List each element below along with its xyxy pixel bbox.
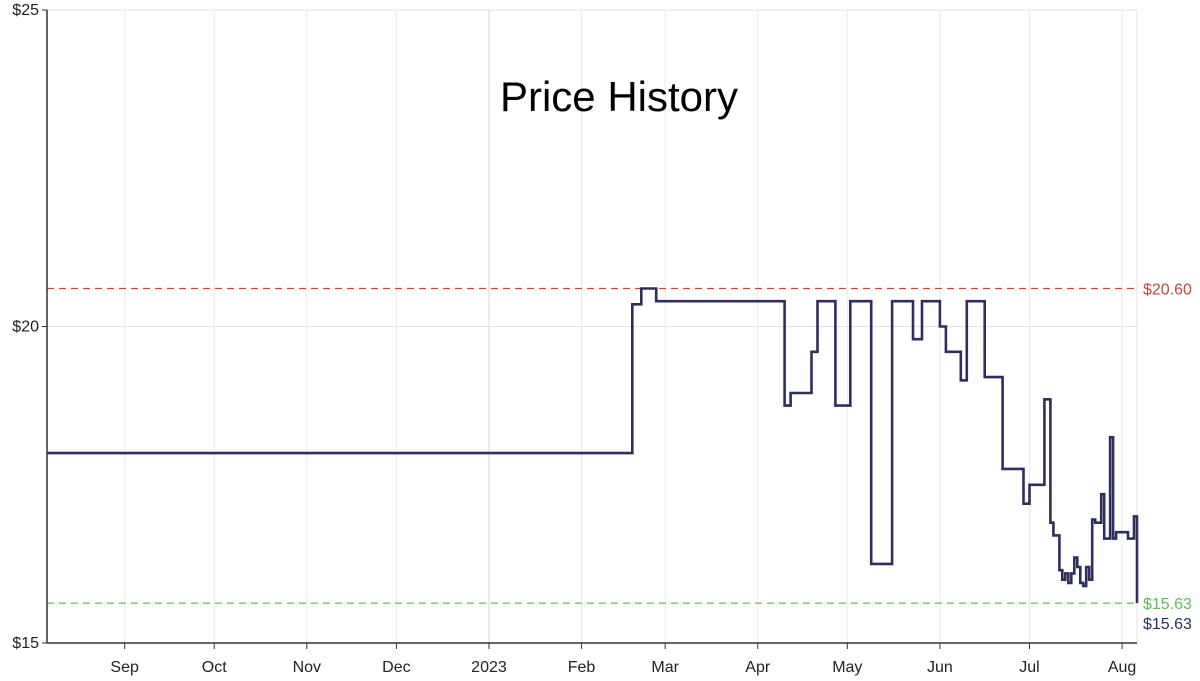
x-tick-label: Nov	[293, 659, 321, 676]
x-tick-label: Oct	[202, 659, 227, 676]
x-tick-label: May	[832, 659, 862, 676]
x-tick-label: Feb	[568, 659, 596, 676]
x-tick-label: Aug	[1108, 659, 1136, 676]
chart-title: Price History	[500, 73, 738, 120]
x-tick-label: Apr	[745, 659, 771, 676]
y-tick-label: $20	[12, 319, 39, 336]
axis-ticks: Sep Oct Nov Dec 2023 Feb Mar Apr May Jun Jul Aug $15…	[12, 2, 1136, 676]
x-tick-label: Jun	[927, 659, 953, 676]
reference-line-label: $20.60	[1143, 282, 1192, 299]
x-tick-label: 2023	[471, 659, 507, 676]
x-tick-label: Mar	[651, 659, 679, 676]
y-tick-label: $15	[12, 635, 39, 652]
reference-lines: $20.60 $15.63 $15.63	[47, 282, 1192, 633]
price-series	[47, 287, 1139, 604]
current-price-label: $15.63	[1143, 616, 1192, 633]
price-line	[47, 287, 1139, 604]
x-tick-label: Jul	[1019, 659, 1039, 676]
reference-line-label: $15.63	[1143, 596, 1192, 613]
x-tick-label: Dec	[382, 659, 410, 676]
x-tick-label: Sep	[110, 659, 139, 676]
y-tick-label: $25	[12, 2, 39, 19]
